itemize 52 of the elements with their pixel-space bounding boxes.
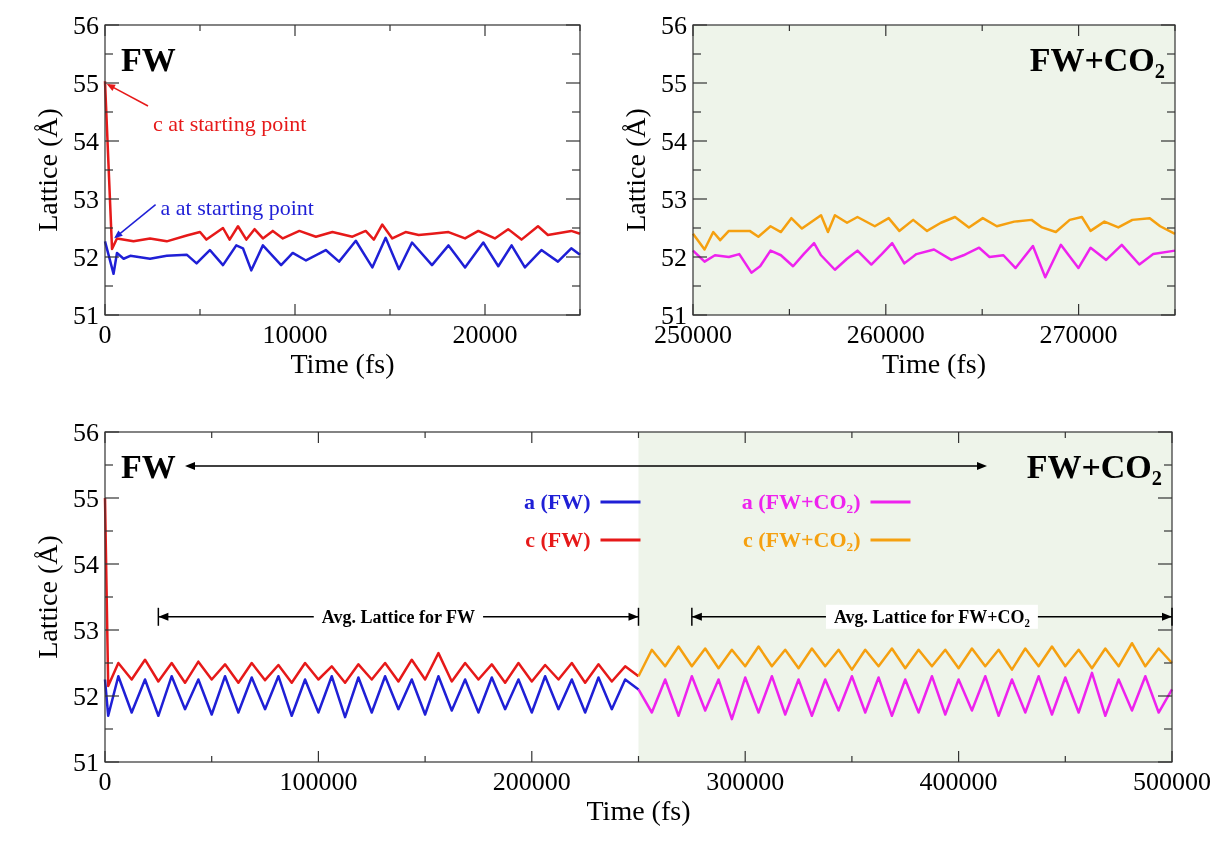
legend-label: c (FW) (525, 527, 591, 552)
y-tick-label: 53 (661, 185, 687, 214)
y-tick-label: 55 (73, 484, 99, 513)
x-tick-label: 500000 (1133, 767, 1211, 796)
text: FW (121, 41, 176, 78)
x-tick-label: 0 (98, 320, 112, 349)
y-tick-label: 53 (73, 616, 99, 645)
y-axis-title: Lattice (Å) (32, 108, 63, 232)
line-series (691, 213, 1177, 251)
legend-label: a (FW+CO₂) (741, 489, 861, 514)
line-series (637, 671, 1174, 721)
y-axis-title: Lattice (Å) (32, 535, 63, 659)
y-tick-label: 51 (73, 748, 99, 777)
annotation: Avg. Lattice for FW (321, 606, 476, 627)
annotation: Avg. Lattice for FW+CO₂ (833, 606, 1030, 627)
text: FW+CO₂ (1029, 41, 1165, 78)
y-tick-label: 52 (73, 243, 99, 272)
x-tick-label: 400000 (919, 767, 998, 796)
line-series (637, 641, 1174, 678)
line-series (103, 674, 640, 719)
y-tick-label: 52 (73, 682, 99, 711)
y-tick-label: 51 (73, 301, 99, 330)
x-axis-title: Time (fs) (882, 348, 986, 379)
y-tick-label: 56 (661, 11, 687, 40)
y-tick-label: 55 (661, 69, 687, 98)
y-tick-label: 54 (73, 127, 99, 156)
legend-label: c (FW+CO₂) (742, 527, 861, 552)
line-series (103, 236, 582, 276)
annotation: c at starting point (153, 111, 307, 136)
x-axis-title: Time (fs) (290, 348, 395, 379)
annotation: FW+CO₂ (1026, 448, 1162, 485)
line-series (691, 241, 1177, 279)
y-axis-title: Lattice (Å) (620, 108, 651, 232)
x-tick-label: 260000 (846, 320, 925, 349)
x-tick-label: 20000 (452, 320, 518, 349)
y-tick-label: 55 (73, 69, 99, 98)
x-tick-label: 10000 (262, 320, 328, 349)
y-tick-label: 54 (73, 550, 99, 579)
y-tick-label: 56 (73, 11, 99, 40)
y-tick-label: 53 (73, 185, 99, 214)
y-tick-label: 54 (661, 127, 687, 156)
x-axis-title: Time (fs) (586, 795, 691, 826)
y-tick-label: 56 (73, 418, 99, 447)
y-tick-label: 52 (661, 243, 687, 272)
x-tick-label: 0 (98, 767, 112, 796)
annotation: FW (121, 448, 176, 485)
x-tick-label: 300000 (706, 767, 785, 796)
x-tick-label: 270000 (1039, 320, 1118, 349)
legend-label: a (FW) (523, 489, 591, 514)
annotation: a at starting point (160, 194, 314, 220)
x-tick-label: 200000 (492, 767, 571, 796)
x-tick-label: 100000 (279, 767, 358, 796)
